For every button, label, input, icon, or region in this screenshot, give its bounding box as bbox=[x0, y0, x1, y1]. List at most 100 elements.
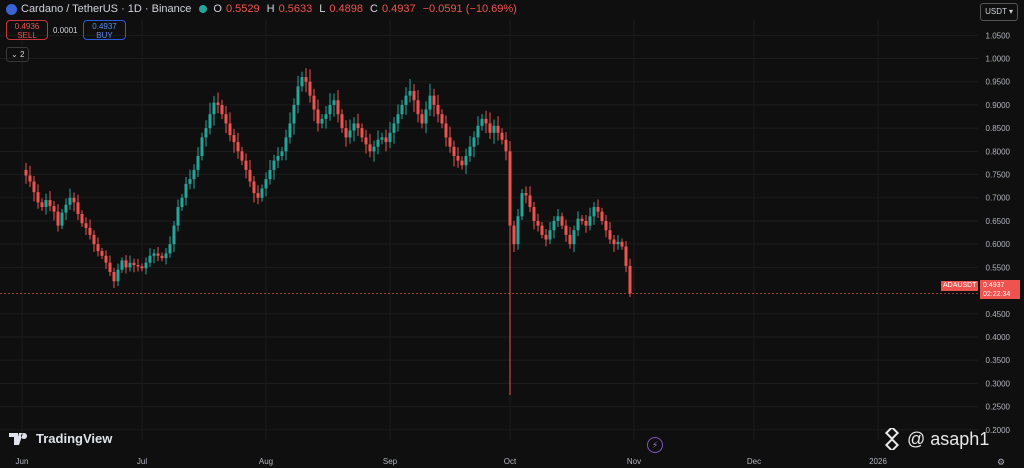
candle-body bbox=[108, 262, 112, 272]
gear-icon[interactable]: ⚙ bbox=[997, 457, 1006, 467]
candle-body bbox=[256, 193, 260, 198]
y-tick-label: 1.0000 bbox=[986, 55, 1011, 64]
candle-body bbox=[312, 95, 316, 110]
candle-body bbox=[224, 114, 228, 124]
candle-body bbox=[380, 137, 384, 140]
candle-body bbox=[300, 77, 304, 87]
candle-body bbox=[412, 91, 416, 101]
x-tick-label: Jul bbox=[137, 457, 147, 466]
tradingview-logo[interactable]: TradingView bbox=[9, 431, 112, 446]
watermark: @ asaph1 bbox=[881, 428, 989, 450]
buy-label: BUY bbox=[96, 31, 113, 40]
candle-body bbox=[216, 102, 220, 105]
indicators-toggle[interactable]: ⌄ 2 bbox=[6, 47, 30, 62]
candle-body bbox=[368, 144, 372, 152]
y-tick-label: 0.4500 bbox=[986, 310, 1011, 319]
candle-body bbox=[336, 100, 340, 115]
candle-body bbox=[152, 253, 156, 256]
y-tick-label: 0.9000 bbox=[986, 101, 1011, 110]
candle-body bbox=[376, 139, 380, 147]
candle-body bbox=[212, 102, 216, 115]
sell-price: 0.4936 bbox=[14, 22, 40, 31]
bar-countdown: 02:22:34 bbox=[983, 291, 1011, 298]
candle-body bbox=[124, 260, 128, 268]
candle-body bbox=[524, 193, 528, 196]
candle-body bbox=[24, 169, 28, 176]
candle-body bbox=[308, 81, 312, 96]
candle-body bbox=[592, 207, 596, 217]
chart-header: Cardano / TetherUS · 1D · Binance O 0.552… bbox=[6, 3, 520, 15]
open-label: O bbox=[213, 3, 222, 15]
y-tick-label: 0.7500 bbox=[986, 171, 1011, 180]
candle-body bbox=[48, 200, 52, 207]
candle-body bbox=[580, 218, 584, 221]
candle-body bbox=[76, 202, 80, 214]
candle-body bbox=[280, 151, 284, 156]
lightning-icon[interactable]: ⚡ bbox=[647, 437, 663, 453]
candle-body bbox=[36, 192, 40, 203]
candle-body bbox=[364, 137, 368, 145]
candle-body bbox=[148, 255, 152, 263]
spread-value: 0.0001 bbox=[53, 26, 78, 35]
y-tick-label: 0.3500 bbox=[986, 356, 1011, 365]
x-tick-label: Aug bbox=[259, 457, 273, 466]
candle-body bbox=[192, 169, 196, 180]
candle-body bbox=[460, 160, 464, 166]
candle-body bbox=[496, 125, 500, 133]
candle-body bbox=[112, 272, 116, 282]
candle-body bbox=[404, 95, 408, 105]
candle-body bbox=[488, 123, 492, 133]
y-tick-label: 0.8500 bbox=[986, 124, 1011, 133]
cardano-logo-icon bbox=[6, 3, 17, 15]
candle-body bbox=[428, 95, 432, 110]
candle-body bbox=[456, 155, 460, 161]
candle-body bbox=[52, 206, 56, 212]
y-tick-label: 0.8000 bbox=[986, 147, 1011, 156]
candle-body bbox=[136, 265, 140, 267]
candle-body bbox=[64, 204, 68, 213]
candle-body bbox=[32, 181, 36, 193]
symbol-title[interactable]: Cardano / TetherUS · 1D · Binance bbox=[21, 3, 192, 15]
y-tick-label: 0.5500 bbox=[986, 263, 1011, 272]
candle-body bbox=[208, 114, 212, 129]
x-tick-label: Nov bbox=[627, 457, 641, 466]
x-tick-label: Dec bbox=[747, 457, 761, 466]
candle-body bbox=[144, 262, 148, 269]
candle-body bbox=[228, 123, 232, 136]
sell-button[interactable]: 0.4936 SELL bbox=[6, 20, 48, 40]
candle-body bbox=[476, 125, 480, 138]
tradingview-icon bbox=[9, 432, 28, 445]
buy-button[interactable]: 0.4937 BUY bbox=[83, 20, 126, 40]
y-tick-label: 0.2500 bbox=[986, 403, 1011, 412]
last-price-tag: 0.4937 02:22:34 bbox=[980, 280, 1020, 299]
candle-body bbox=[352, 123, 356, 131]
market-status-icon bbox=[199, 5, 208, 13]
candle-body bbox=[504, 139, 508, 152]
candle-body bbox=[132, 262, 136, 266]
candle-body bbox=[448, 137, 452, 147]
y-tick-label: 0.6500 bbox=[986, 217, 1011, 226]
symbol-tag: ADAUSDT bbox=[941, 281, 979, 291]
candle-body bbox=[556, 216, 560, 221]
candle-body bbox=[468, 146, 472, 156]
candle-body bbox=[492, 125, 496, 133]
x-tick-label: Sep bbox=[383, 457, 398, 466]
currency-label: USDT bbox=[985, 7, 1007, 16]
candle-body bbox=[548, 230, 552, 240]
candle-body bbox=[628, 265, 632, 294]
candle-body bbox=[384, 137, 388, 143]
candle-body bbox=[324, 114, 328, 119]
candle-body bbox=[544, 234, 548, 240]
candle-body bbox=[520, 193, 524, 217]
currency-selector[interactable]: USDT ▾ bbox=[980, 3, 1018, 21]
indicator-count: 2 bbox=[19, 50, 25, 59]
candle-body bbox=[244, 160, 248, 170]
candle-body bbox=[140, 266, 144, 269]
candle-body bbox=[304, 77, 308, 82]
candle-body bbox=[552, 220, 556, 231]
candle-body bbox=[236, 142, 240, 152]
candle-body bbox=[44, 200, 48, 208]
candle-body bbox=[356, 123, 360, 129]
candle-body bbox=[340, 114, 344, 129]
